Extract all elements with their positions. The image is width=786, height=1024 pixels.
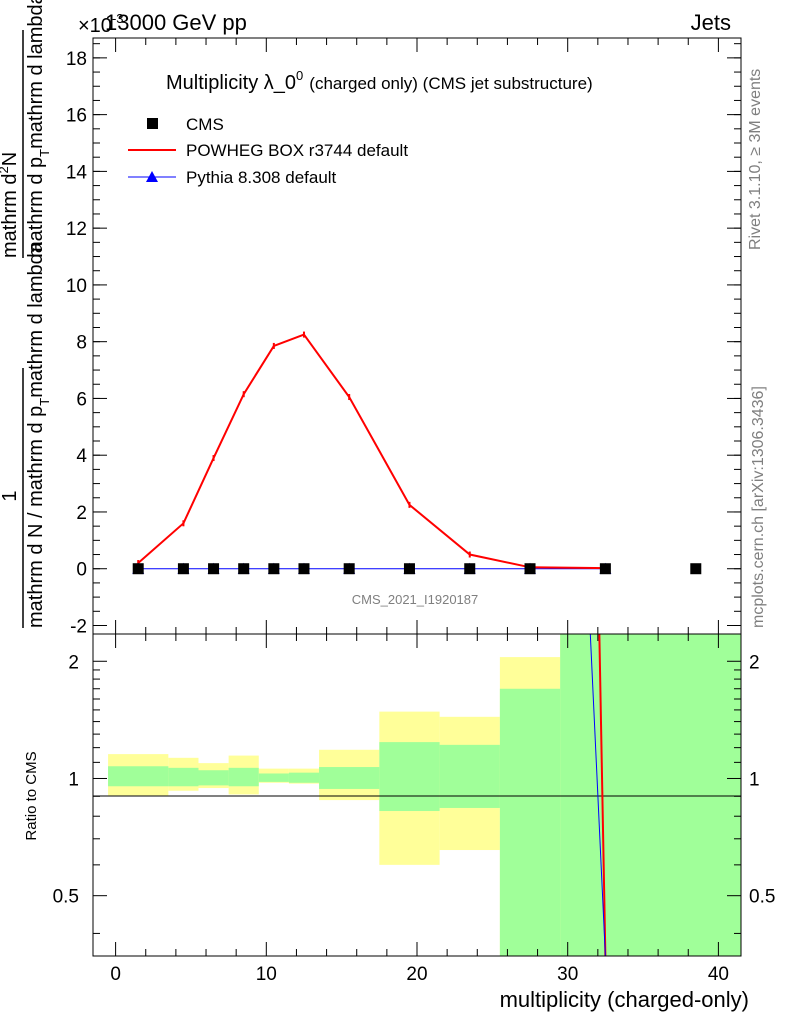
ratio-pythia-line: [589, 633, 606, 957]
ratio-stat-band: [560, 634, 741, 956]
legend-pythia-marker: [146, 171, 158, 182]
ratio-y-tick-label: 2: [68, 652, 79, 673]
main-y-axis-label: mathrm d2N mathrm d pTmathrm d lambda 1 …: [0, 0, 52, 628]
legend-cms-marker: [147, 118, 158, 129]
ratio-stat-band: [108, 766, 169, 787]
mcplots-label: mcplots.cern.ch [arXiv:1306.3436]: [750, 386, 767, 628]
ratio-stat-band: [288, 772, 320, 783]
main-y-tick-label: 4: [76, 446, 87, 467]
ratio-ticks: 0.5 0.51 12 20 10 20 30 40: [53, 634, 775, 985]
ratio-y-tick-label-right: 0.5: [749, 887, 775, 908]
cms-point: [524, 563, 536, 575]
ratio-stat-band: [319, 767, 380, 789]
ratio-stat-band: [168, 767, 199, 787]
ratio-x-tick-label: 0: [110, 964, 121, 985]
ratio-x-tick-label: 10: [256, 964, 277, 985]
ratio-stat-band: [258, 773, 289, 782]
ratio-y-label: Ratio to CMS: [23, 751, 40, 840]
cms-point: [343, 563, 355, 575]
legend-cms-label: CMS: [186, 115, 224, 134]
ratio-stat-band: [439, 744, 500, 808]
main-y-ticks: -2 0 2 4 6 8 10 12 14 16 18: [66, 38, 741, 637]
powheg-line: [137, 333, 606, 570]
main-y-tick-label: 12: [66, 219, 87, 240]
ratio-stat-band: [379, 742, 440, 812]
cms-point: [132, 563, 144, 575]
main-y-tick-label: 16: [66, 106, 87, 127]
ratio-frame: [92, 633, 742, 957]
main-panel: Multiplicity λ_00 (charged only) (CMS jet…: [66, 37, 742, 637]
y-label-denominator: mathrm d pTmathrm d lambda: [25, 0, 52, 258]
main-y-tick-label: 0: [76, 560, 87, 581]
y-label-numerator: mathrm d2N: [0, 152, 21, 258]
main-series: [132, 331, 702, 575]
cms-point: [464, 563, 476, 575]
ratio-x-tick-label: 30: [557, 964, 578, 985]
legend-powheg-label: POWHEG BOX r3744 default: [186, 141, 408, 160]
legend-pythia-label: Pythia 8.308 default: [186, 168, 337, 187]
legend: CMS POWHEG BOX r3744 default Pythia 8.30…: [128, 115, 408, 187]
cms-point: [268, 563, 280, 575]
main-y-tick-label: 6: [76, 389, 87, 410]
cms-point: [298, 563, 310, 575]
main-y-tick-label: -2: [70, 616, 87, 637]
y-label-one: 1: [0, 490, 21, 501]
cms-point: [177, 563, 189, 575]
ratio-stat-band: [228, 767, 259, 787]
header-right: Jets: [691, 10, 731, 35]
analysis-watermark: CMS_2021_I1920187: [352, 592, 479, 607]
x-axis-label: multiplicity (charged-only): [500, 987, 749, 1012]
ratio-bands: [108, 634, 741, 956]
ratio-powheg-line: [598, 633, 607, 957]
main-y-tick-label: 18: [66, 49, 87, 70]
cms-point: [238, 563, 250, 575]
ratio-y-tick-label-right: 1: [749, 769, 760, 790]
ratio-panel: 0.5 0.51 12 20 10 20 30 40 Ratio to CMS multipl…: [23, 633, 775, 1012]
header-left: 13000 GeV pp: [105, 10, 247, 35]
cms-point: [599, 563, 611, 575]
main-y-tick-label: 10: [66, 276, 87, 297]
ratio-series: [589, 633, 607, 957]
cms-point: [208, 563, 220, 575]
ratio-stat-band: [198, 770, 229, 786]
ratio-x-tick-label: 40: [708, 964, 729, 985]
y-exponent: ×10-3: [78, 11, 124, 37]
cms-point: [403, 563, 415, 575]
ratio-y-tick-label: 1: [68, 769, 79, 790]
y-label-prefactor: mathrm d N / mathrm d pTmathrm d lambda: [25, 241, 52, 628]
main-y-tick-label: 2: [76, 503, 87, 524]
main-y-tick-label: 8: [76, 333, 87, 354]
rivet-label: Rivet 3.1.10, ≥ 3M events: [747, 69, 764, 250]
main-y-tick-label: 14: [66, 162, 88, 183]
ratio-x-tick-label: 20: [406, 964, 427, 985]
ratio-y-tick-label: 0.5: [53, 887, 79, 908]
ratio-stat-band: [499, 688, 561, 956]
cms-point: [690, 563, 702, 575]
ratio-y-tick-label-right: 2: [749, 652, 760, 673]
chart-title: Multiplicity λ_00 (charged only) (CMS jet…: [166, 68, 593, 94]
